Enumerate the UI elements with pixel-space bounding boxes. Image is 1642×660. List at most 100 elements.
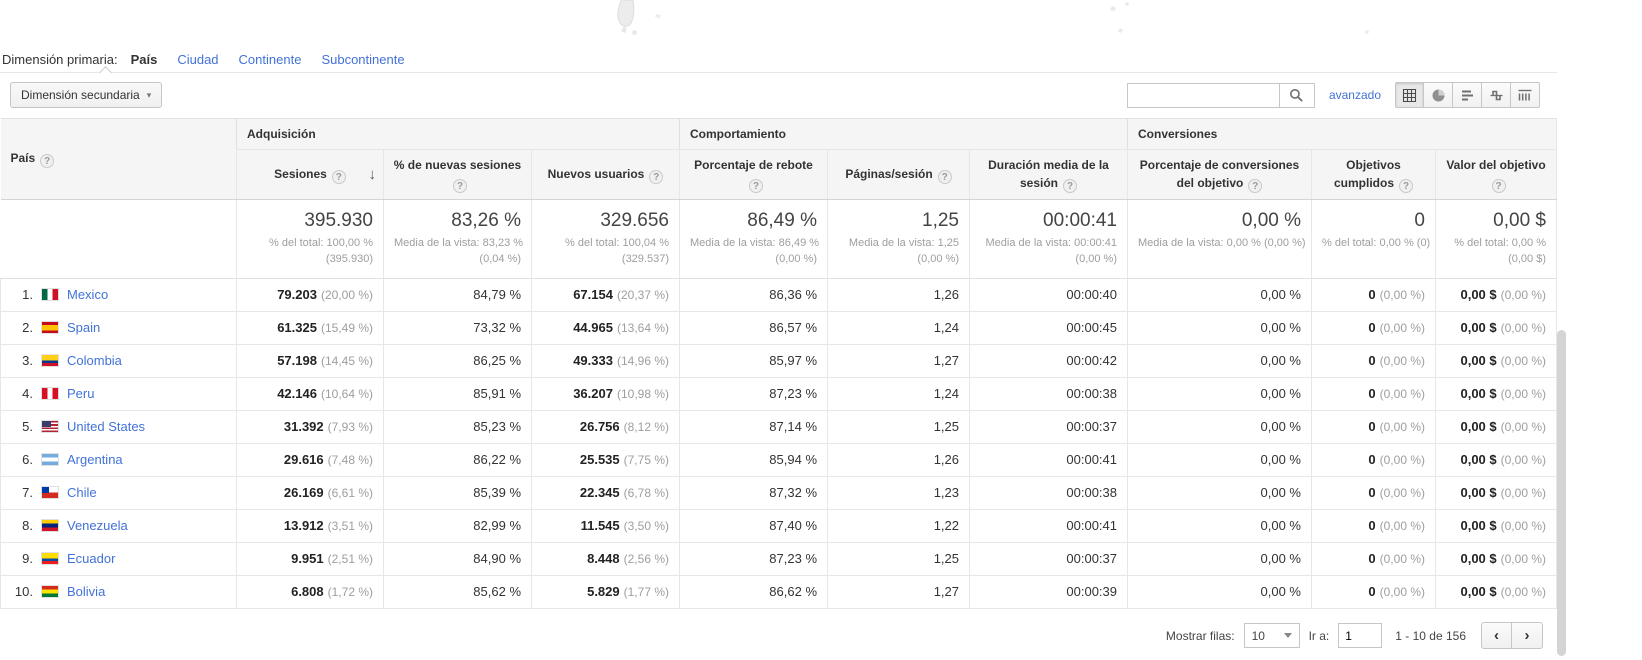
- country-link[interactable]: Venezuela: [67, 518, 128, 534]
- goals-value: 0: [1368, 386, 1376, 402]
- country-link[interactable]: Ecuador: [67, 551, 116, 567]
- country-link[interactable]: Bolivia: [67, 584, 106, 600]
- help-icon[interactable]: ?: [1491, 179, 1506, 193]
- help-icon[interactable]: ?: [937, 170, 952, 184]
- secondary-dimension-button[interactable]: Dimensión secundaria ▾: [10, 82, 163, 108]
- table-row: 5. United States 31.392 (7,93 %) 85,23 % …: [0, 410, 1557, 444]
- goals-value: 0: [1368, 551, 1376, 567]
- cell-goals: 0 (0,00 %): [1311, 542, 1436, 576]
- country-link[interactable]: United States: [67, 419, 146, 435]
- pie-chart-icon: [1432, 89, 1444, 101]
- help-icon[interactable]: ?: [749, 179, 763, 193]
- pivot-view-button[interactable]: [1511, 82, 1540, 108]
- cell-new-sessions: 85,62 %: [383, 575, 532, 609]
- cell-new-users: 44.965 (13,64 %): [531, 311, 680, 345]
- help-icon[interactable]: ?: [331, 170, 346, 184]
- country-link[interactable]: Peru: [67, 386, 95, 402]
- help-icon[interactable]: ?: [1248, 179, 1263, 193]
- vertical-scrollbar[interactable]: [1557, 330, 1566, 656]
- sessions-pct: (1,72 %): [327, 585, 373, 600]
- new-users-pct: (14,96 %): [616, 354, 669, 369]
- goal-value: 0,00 $: [1460, 320, 1497, 336]
- cell-sessions: 29.616 (7,48 %): [236, 443, 384, 477]
- duration-value: 00:00:40: [1066, 287, 1117, 303]
- summary-conv-rate: 0,00 % Media de la vista: 0,00 % (0,00 %…: [1127, 199, 1312, 279]
- bounce-value: 87,40 %: [769, 518, 817, 534]
- help-icon[interactable]: ?: [40, 153, 55, 168]
- col-header-pais[interactable]: País?: [0, 118, 237, 200]
- cell-pages: 1,26: [827, 278, 970, 312]
- cell-pages: 1,26: [827, 443, 970, 477]
- secondary-dimension-label: Dimensión secundaria: [21, 88, 140, 102]
- chevron-right-icon: ›: [1524, 627, 1530, 645]
- duration-value: 00:00:38: [1066, 386, 1117, 402]
- sessions-value: 6.808: [291, 584, 324, 600]
- country-flag: [42, 487, 58, 499]
- cell-conv-rate: 0,00 %: [1127, 575, 1312, 609]
- goals-pct: (0,00 %): [1379, 321, 1425, 336]
- tab-subcontinente[interactable]: Subcontinente: [321, 51, 405, 67]
- new-sessions-value: 85,91 %: [473, 386, 521, 402]
- search-button[interactable]: [1278, 82, 1315, 108]
- col-header-sesiones[interactable]: Sesiones? ↓: [236, 149, 384, 200]
- new-sessions-value: 85,23 %: [473, 419, 521, 435]
- comparison-icon: [1490, 90, 1502, 100]
- rows-per-page-select[interactable]: 10: [1243, 623, 1300, 649]
- cell-country: 3. Colombia: [0, 344, 237, 378]
- country-link[interactable]: Argentina: [67, 452, 123, 468]
- tab-continente[interactable]: Continente: [238, 51, 302, 67]
- pages-value: 1,27: [933, 353, 959, 369]
- col-header-objetivos-cumplidos[interactable]: Objetivos cumplidos?: [1311, 149, 1436, 200]
- summary-bounce: 86,49 % Media de la vista: 86,49 % (0,00…: [679, 199, 828, 279]
- new-users-value: 8.448: [587, 551, 620, 567]
- cell-goals: 0 (0,00 %): [1311, 509, 1436, 543]
- goals-value: 0: [1368, 584, 1376, 600]
- goals-value: 0: [1368, 320, 1376, 336]
- percentage-view-button[interactable]: [1424, 82, 1453, 108]
- comparison-view-button[interactable]: [1482, 82, 1511, 108]
- cell-new-users: 11.545 (3,50 %): [531, 509, 680, 543]
- tab-pais[interactable]: País: [130, 51, 158, 67]
- new-users-value: 22.345: [579, 485, 620, 501]
- col-header-nuevos-usuarios[interactable]: Nuevos usuarios?: [531, 149, 680, 200]
- table-row: 4. Peru 42.146 (10,64 %) 85,91 % 36.207 (1…: [0, 377, 1557, 411]
- new-sessions-value: 85,62 %: [473, 584, 521, 600]
- pais-header-label: País: [10, 150, 36, 165]
- performance-view-button[interactable]: [1453, 82, 1482, 108]
- next-page-button[interactable]: ›: [1512, 622, 1543, 650]
- goals-pct: (0,00 %): [1379, 585, 1425, 600]
- country-link[interactable]: Chile: [67, 485, 97, 501]
- cell-new-users: 25.535 (7,75 %): [531, 443, 680, 477]
- goals-pct: (0,00 %): [1379, 354, 1425, 369]
- cell-conv-rate: 0,00 %: [1127, 278, 1312, 312]
- country-link[interactable]: Colombia: [67, 353, 122, 369]
- col-header-duracion[interactable]: Duración media de la sesión?: [969, 149, 1128, 200]
- row-rank: 3.: [22, 353, 33, 369]
- col-header-conversiones-objetivo[interactable]: Porcentaje de conversiones del objetivo?: [1127, 149, 1312, 200]
- duration-value: 00:00:37: [1066, 551, 1117, 567]
- search-input[interactable]: [1126, 82, 1279, 108]
- row-rank: 6.: [22, 452, 33, 468]
- help-icon[interactable]: ?: [1063, 179, 1077, 193]
- country-link[interactable]: Mexico: [67, 287, 109, 303]
- goals-value: 0: [1368, 419, 1376, 435]
- col-header-rebote[interactable]: Porcentaje de rebote?: [679, 149, 828, 200]
- cell-new-sessions: 85,23 %: [383, 410, 532, 444]
- cell-new-sessions: 85,39 %: [383, 476, 532, 510]
- table-view-button[interactable]: [1395, 82, 1424, 108]
- col-header-valor-objetivo[interactable]: Valor del objetivo?: [1435, 149, 1557, 200]
- help-icon[interactable]: ?: [649, 170, 664, 184]
- help-icon[interactable]: ?: [1399, 179, 1413, 193]
- prev-page-button[interactable]: ‹: [1481, 622, 1512, 650]
- advanced-search-link[interactable]: avanzado: [1328, 88, 1381, 102]
- col-header-nuevas-sesiones[interactable]: % de nuevas sesiones?: [383, 149, 532, 200]
- col-header-paginas-sesion[interactable]: Páginas/sesión?: [827, 149, 970, 200]
- tab-ciudad[interactable]: Ciudad: [177, 51, 219, 67]
- rows-per-page-value: 10: [1251, 628, 1265, 643]
- country-link[interactable]: Spain: [67, 320, 101, 336]
- goto-page-input[interactable]: [1338, 623, 1383, 649]
- cell-goals: 0 (0,00 %): [1311, 443, 1436, 477]
- sort-desc-icon[interactable]: ↓: [368, 165, 377, 183]
- help-icon[interactable]: ?: [453, 179, 467, 193]
- cell-duration: 00:00:40: [969, 278, 1128, 312]
